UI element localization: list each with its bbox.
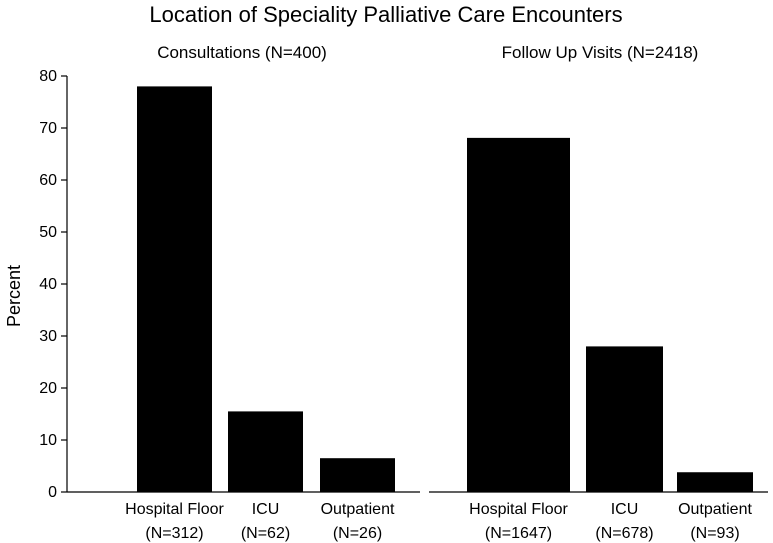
bar xyxy=(586,346,663,492)
x-count-label: (N=62) xyxy=(241,525,290,542)
x-tick-label: ICU xyxy=(252,501,280,518)
y-tick-label: 30 xyxy=(39,328,57,345)
bar xyxy=(320,458,395,492)
y-tick-label: 40 xyxy=(39,276,57,293)
bar xyxy=(137,86,212,493)
x-tick-label: Outpatient xyxy=(321,501,395,518)
y-tick-label: 0 xyxy=(48,484,57,501)
y-axis-label: Percent xyxy=(4,265,24,327)
y-tick-label: 10 xyxy=(39,432,57,449)
y-tick-label: 20 xyxy=(39,380,57,397)
bar xyxy=(228,411,303,492)
y-tick-label: 50 xyxy=(39,224,57,241)
x-count-label: (N=1647) xyxy=(485,525,552,542)
chart-panels: Consultations (N=400) Hospital Floor (N=31… xyxy=(67,43,768,542)
x-count-label: (N=312) xyxy=(145,525,203,542)
panel-subtitle: Consultations (N=400) xyxy=(157,43,327,62)
y-axis: 0 10 20 30 40 50 60 70 80 xyxy=(39,68,68,501)
chart-title: Location of Speciality Palliative Care E… xyxy=(149,2,622,27)
x-tick-label: ICU xyxy=(611,501,639,518)
y-tick-label: 80 xyxy=(39,68,57,85)
panel-2: Follow Up Visits (N=2418) Hospital Floor (… xyxy=(429,43,768,542)
panel-1: Consultations (N=400) Hospital Floor (N=31… xyxy=(67,43,420,542)
panel-subtitle: Follow Up Visits (N=2418) xyxy=(502,43,699,62)
x-count-label: (N=93) xyxy=(690,525,739,542)
x-tick-label: Outpatient xyxy=(678,501,752,518)
x-count-label: (N=678) xyxy=(595,525,653,542)
x-tick-label: Hospital Floor xyxy=(469,501,568,518)
x-count-label: (N=26) xyxy=(333,525,382,542)
bar xyxy=(467,137,570,492)
y-tick-label: 60 xyxy=(39,172,57,189)
x-tick-label: Hospital Floor xyxy=(125,501,224,518)
bar xyxy=(677,472,753,492)
y-tick-label: 70 xyxy=(39,120,57,137)
